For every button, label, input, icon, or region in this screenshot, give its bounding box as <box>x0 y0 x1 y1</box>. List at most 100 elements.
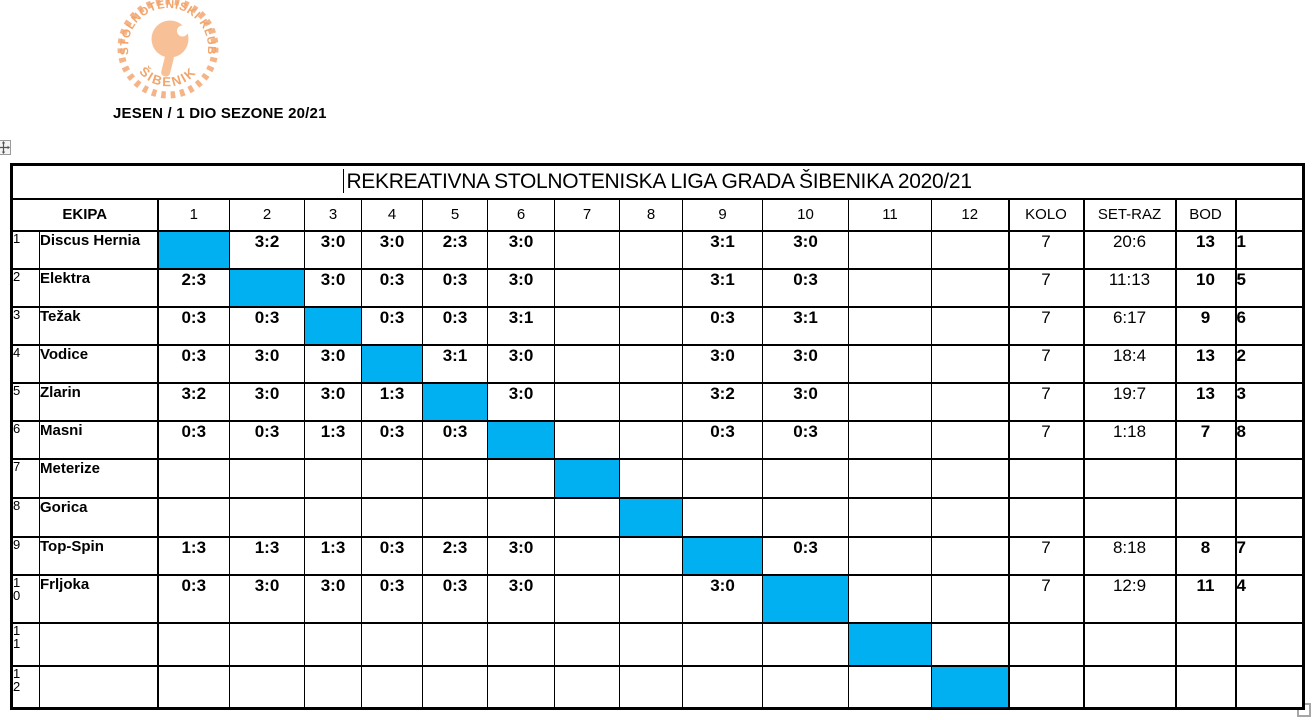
match-result-cell[interactable]: 1:3 <box>229 535 305 576</box>
match-result-cell[interactable] <box>762 621 849 667</box>
bod-cell[interactable]: 9 <box>1175 305 1237 346</box>
header-round-8[interactable]: 8 <box>619 197 683 232</box>
set-raz-cell[interactable]: 8:18 <box>1083 535 1177 576</box>
match-result-cell[interactable] <box>682 621 763 667</box>
team-name-cell[interactable]: Masni <box>39 419 159 460</box>
kolo-cell[interactable]: 7 <box>1008 573 1085 624</box>
match-result-cell[interactable] <box>848 457 932 499</box>
match-result-cell[interactable]: 0:3 <box>762 535 849 576</box>
match-result-cell[interactable] <box>619 535 683 576</box>
header-round-7[interactable]: 7 <box>554 197 620 232</box>
kolo-cell[interactable]: 7 <box>1008 305 1085 346</box>
match-result-cell[interactable] <box>487 621 555 667</box>
team-name-cell[interactable]: Težak <box>39 305 159 346</box>
match-result-cell[interactable] <box>931 267 1010 308</box>
set-raz-cell[interactable] <box>1083 457 1177 499</box>
team-name-cell[interactable]: Gorica <box>39 496 159 538</box>
match-result-cell[interactable] <box>554 573 620 624</box>
kolo-cell[interactable]: 7 <box>1008 343 1085 384</box>
match-result-cell[interactable]: 0:3 <box>361 305 423 346</box>
match-result-cell[interactable] <box>848 664 932 710</box>
kolo-cell[interactable] <box>1008 457 1085 499</box>
match-result-cell[interactable] <box>304 496 362 538</box>
match-result-cell[interactable] <box>848 267 932 308</box>
match-result-cell[interactable] <box>931 457 1010 499</box>
match-result-cell[interactable] <box>848 305 932 346</box>
match-result-cell[interactable]: 0:3 <box>229 419 305 460</box>
diagonal-cell[interactable] <box>931 664 1010 710</box>
team-name-cell[interactable]: Top-Spin <box>39 535 159 576</box>
match-result-cell[interactable]: 3:1 <box>682 267 763 308</box>
match-result-cell[interactable] <box>619 621 683 667</box>
diagonal-cell[interactable] <box>157 229 230 270</box>
set-raz-cell[interactable]: 20:6 <box>1083 229 1177 270</box>
kolo-cell[interactable]: 7 <box>1008 381 1085 422</box>
match-result-cell[interactable] <box>554 419 620 460</box>
bod-cell[interactable]: 7 <box>1175 419 1237 460</box>
match-result-cell[interactable] <box>682 457 763 499</box>
match-result-cell[interactable] <box>619 573 683 624</box>
match-result-cell[interactable] <box>361 621 423 667</box>
bod-cell[interactable] <box>1175 621 1237 667</box>
match-result-cell[interactable] <box>157 664 230 710</box>
match-result-cell[interactable] <box>848 496 932 538</box>
match-result-cell[interactable] <box>157 496 230 538</box>
match-result-cell[interactable] <box>554 535 620 576</box>
match-result-cell[interactable]: 0:3 <box>361 419 423 460</box>
match-result-cell[interactable] <box>304 621 362 667</box>
team-name-cell[interactable]: Zlarin <box>39 381 159 422</box>
diagonal-cell[interactable] <box>487 419 555 460</box>
match-result-cell[interactable]: 3:0 <box>762 343 849 384</box>
bod-cell[interactable] <box>1175 664 1237 710</box>
match-result-cell[interactable] <box>931 419 1010 460</box>
match-result-cell[interactable] <box>304 664 362 710</box>
match-result-cell[interactable]: 3:0 <box>682 343 763 384</box>
rank-cell[interactable]: 5 <box>1234 267 1305 308</box>
match-result-cell[interactable] <box>554 381 620 422</box>
match-result-cell[interactable]: 0:3 <box>762 419 849 460</box>
match-result-cell[interactable]: 3:0 <box>762 229 849 270</box>
match-result-cell[interactable]: 0:3 <box>422 305 488 346</box>
match-result-cell[interactable]: 0:3 <box>682 419 763 460</box>
match-result-cell[interactable] <box>487 664 555 710</box>
bod-cell[interactable]: 10 <box>1175 267 1237 308</box>
match-result-cell[interactable] <box>304 457 362 499</box>
match-result-cell[interactable]: 3:0 <box>304 381 362 422</box>
match-result-cell[interactable] <box>229 621 305 667</box>
header-round-1[interactable]: 1 <box>157 197 230 232</box>
match-result-cell[interactable] <box>848 229 932 270</box>
match-result-cell[interactable] <box>361 664 423 710</box>
team-name-cell[interactable]: Vodice <box>39 343 159 384</box>
match-result-cell[interactable]: 3:0 <box>229 573 305 624</box>
team-name-cell[interactable] <box>39 621 159 667</box>
match-result-cell[interactable] <box>361 457 423 499</box>
match-result-cell[interactable]: 0:3 <box>422 419 488 460</box>
bod-cell[interactable]: 13 <box>1175 343 1237 384</box>
match-result-cell[interactable]: 1:3 <box>361 381 423 422</box>
match-result-cell[interactable] <box>848 419 932 460</box>
header-round-5[interactable]: 5 <box>422 197 488 232</box>
match-result-cell[interactable]: 3:0 <box>229 343 305 384</box>
match-result-cell[interactable]: 1:3 <box>304 535 362 576</box>
match-result-cell[interactable] <box>848 535 932 576</box>
match-result-cell[interactable]: 0:3 <box>422 573 488 624</box>
match-result-cell[interactable] <box>848 573 932 624</box>
kolo-cell[interactable]: 7 <box>1008 419 1085 460</box>
match-result-cell[interactable] <box>361 496 423 538</box>
match-result-cell[interactable] <box>229 457 305 499</box>
match-result-cell[interactable] <box>229 664 305 710</box>
header-rank[interactable] <box>1234 197 1305 232</box>
match-result-cell[interactable] <box>554 229 620 270</box>
header-round-12[interactable]: 12 <box>931 197 1010 232</box>
team-name-cell[interactable] <box>39 664 159 710</box>
bod-cell[interactable] <box>1175 457 1237 499</box>
match-result-cell[interactable]: 3:2 <box>229 229 305 270</box>
match-result-cell[interactable]: 3:1 <box>487 305 555 346</box>
match-result-cell[interactable]: 0:3 <box>682 305 763 346</box>
match-result-cell[interactable] <box>682 496 763 538</box>
header-ekipa[interactable]: EKIPA <box>11 197 159 232</box>
match-result-cell[interactable]: 3:0 <box>487 343 555 384</box>
header-round-4[interactable]: 4 <box>361 197 423 232</box>
match-result-cell[interactable] <box>554 343 620 384</box>
diagonal-cell[interactable] <box>682 535 763 576</box>
